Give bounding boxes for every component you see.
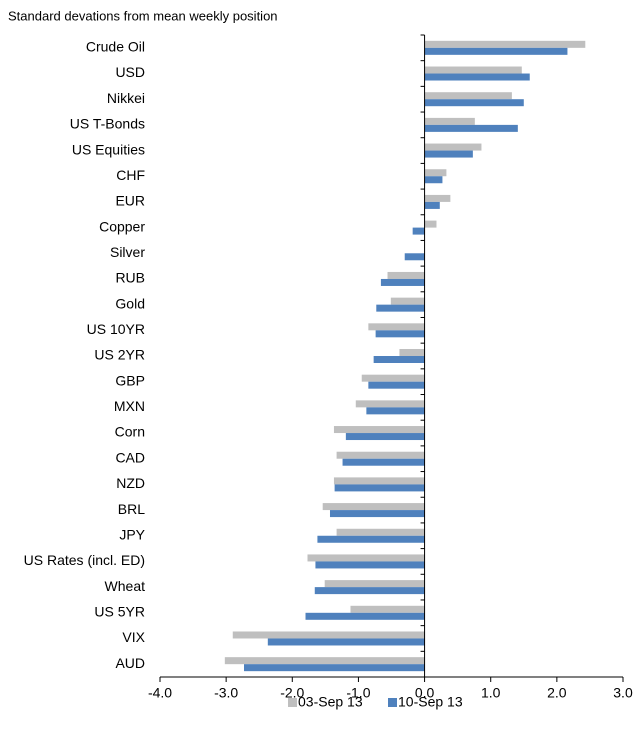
bar bbox=[424, 40, 586, 48]
legend-label: 03-Sep 13 bbox=[298, 694, 363, 710]
bar bbox=[376, 304, 425, 312]
y-tick-label: US 10YR bbox=[87, 321, 145, 337]
y-tick-label: Silver bbox=[110, 244, 145, 260]
bar bbox=[380, 278, 425, 286]
y-tick-label: CAD bbox=[115, 449, 145, 465]
bar bbox=[424, 92, 512, 100]
y-tick-label: VIX bbox=[122, 629, 145, 645]
bar bbox=[333, 477, 425, 485]
bar bbox=[224, 657, 425, 665]
y-tick-label: AUD bbox=[115, 655, 145, 671]
x-tick-label: -2.0 bbox=[280, 685, 304, 701]
bar bbox=[424, 124, 518, 132]
bar bbox=[424, 220, 437, 228]
y-tick-label: US T-Bonds bbox=[70, 116, 145, 132]
x-tick-label: 3.0 bbox=[613, 685, 633, 701]
y-tick-label: MXN bbox=[114, 398, 145, 414]
y-tick-label: NZD bbox=[116, 475, 145, 491]
y-tick-label: USD bbox=[115, 64, 145, 80]
x-tick-label: -1.0 bbox=[346, 685, 370, 701]
bar bbox=[317, 535, 425, 543]
bar bbox=[368, 323, 425, 331]
bar bbox=[375, 330, 425, 338]
y-tick-label: Wheat bbox=[105, 578, 146, 594]
y-tick-label: RUB bbox=[115, 270, 145, 286]
bar bbox=[305, 612, 425, 620]
bar bbox=[424, 169, 447, 177]
bar bbox=[424, 194, 451, 202]
bar bbox=[424, 201, 440, 209]
bar bbox=[355, 400, 425, 408]
bar bbox=[424, 47, 568, 55]
y-tick-label: Crude Oil bbox=[86, 39, 145, 55]
chart-title: Standard devations from mean weekly posi… bbox=[8, 8, 278, 23]
bar bbox=[334, 484, 425, 492]
bar bbox=[244, 664, 425, 672]
bar bbox=[336, 528, 425, 536]
y-tick-label: GBP bbox=[115, 372, 145, 388]
x-tick-label: -3.0 bbox=[214, 685, 238, 701]
y-tick-label: Gold bbox=[115, 295, 145, 311]
bar bbox=[424, 73, 530, 81]
x-tick-label: 2.0 bbox=[547, 685, 567, 701]
bar bbox=[314, 587, 425, 595]
legend-label: 10-Sep 13 bbox=[398, 694, 463, 710]
y-tick-label: US Rates (incl. ED) bbox=[24, 552, 145, 568]
y-tick-label: Corn bbox=[115, 424, 145, 440]
y-tick-label: BRL bbox=[118, 501, 145, 517]
bar bbox=[232, 631, 425, 639]
bar bbox=[390, 297, 425, 305]
x-tick-label: 0.0 bbox=[415, 685, 435, 701]
legend-swatch bbox=[388, 698, 397, 707]
bar bbox=[267, 638, 425, 646]
bar bbox=[424, 143, 482, 151]
bar bbox=[322, 503, 425, 511]
bar bbox=[336, 451, 425, 459]
bar bbox=[333, 426, 425, 434]
y-tick-label: EUR bbox=[115, 193, 145, 209]
bar bbox=[387, 271, 425, 279]
bar bbox=[424, 150, 473, 158]
bar bbox=[424, 117, 475, 125]
bar bbox=[399, 349, 425, 356]
y-tick-label: CHF bbox=[116, 167, 145, 183]
bar bbox=[329, 510, 425, 518]
bar bbox=[345, 433, 425, 441]
bar bbox=[424, 176, 443, 184]
legend-swatch bbox=[288, 698, 297, 707]
y-tick-label: US Equities bbox=[72, 141, 145, 157]
y-tick-label: Nikkei bbox=[107, 90, 145, 106]
bar bbox=[350, 605, 425, 613]
y-tick-label: US 2YR bbox=[94, 347, 145, 363]
bar bbox=[315, 561, 425, 569]
bar bbox=[342, 458, 425, 466]
bar bbox=[412, 227, 425, 235]
bar bbox=[324, 580, 425, 588]
bar bbox=[307, 554, 425, 562]
bar bbox=[366, 407, 425, 415]
x-tick-label: 1.0 bbox=[481, 685, 501, 701]
bar bbox=[368, 381, 425, 389]
x-tick-label: -4.0 bbox=[148, 685, 172, 701]
bar bbox=[424, 66, 522, 74]
y-tick-label: US 5YR bbox=[94, 604, 145, 620]
bar bbox=[373, 356, 425, 363]
bar bbox=[361, 374, 425, 382]
bar bbox=[404, 253, 425, 261]
y-tick-label: JPY bbox=[119, 526, 145, 542]
y-tick-label: Copper bbox=[99, 218, 145, 234]
bar bbox=[424, 99, 524, 107]
